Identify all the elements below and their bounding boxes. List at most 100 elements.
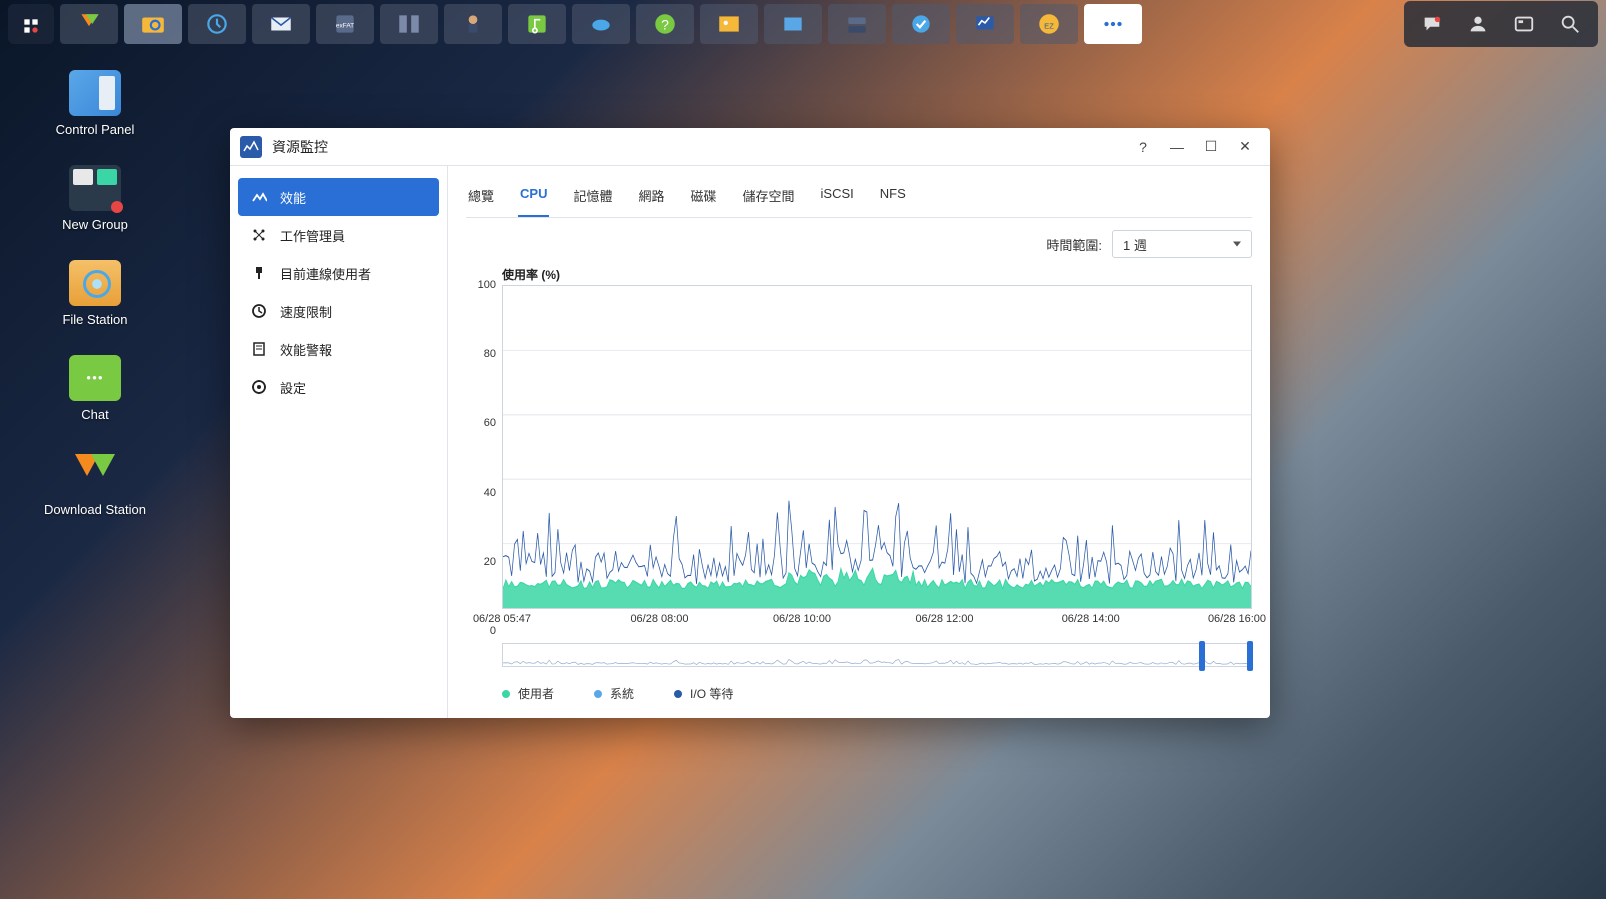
shield-icon: [908, 11, 934, 37]
taskbar-app-storage[interactable]: [828, 4, 886, 44]
chart-title: 使用率 (%): [502, 266, 1252, 283]
x-tick: 06/28 12:00: [915, 613, 973, 625]
tab-總覽[interactable]: 總覽: [466, 180, 496, 217]
y-tick: 60: [484, 417, 496, 429]
user-icon: [460, 11, 486, 37]
apps-icon: [18, 18, 44, 34]
sidebar: 效能工作管理員目前連線使用者速度限制效能警報設定: [230, 166, 448, 718]
main-panel: 總覽 CPU 記憶體網路磁碟儲存空間 iSCSI NFS 時間範圍: 1 週 使用率 (…: [448, 166, 1270, 718]
person-icon: [1467, 13, 1489, 35]
search-icon: [1559, 13, 1581, 35]
window-titlebar[interactable]: 資源監控 ? — ☐ ✕: [230, 128, 1270, 166]
chart-legend: 使用者 系統 I/O 等待: [502, 685, 1252, 702]
sidebar-item-label: 效能: [280, 188, 306, 207]
tab-CPU[interactable]: CPU: [518, 180, 549, 217]
y-tick: 40: [484, 487, 496, 499]
taskbar-app-user[interactable]: [444, 4, 502, 44]
timeframe-select[interactable]: 1 週: [1112, 230, 1252, 258]
tab-iSCSI[interactable]: iSCSI: [819, 180, 856, 217]
taskbar-app-monitor[interactable]: [956, 4, 1014, 44]
desktop-icon-label: Download Station: [20, 502, 170, 517]
tab-網路[interactable]: 網路: [636, 180, 666, 217]
taskbar-app-vm[interactable]: [380, 4, 438, 44]
ez-icon: EZ: [1036, 11, 1062, 37]
tab-磁碟[interactable]: 磁碟: [689, 180, 719, 217]
x-tick: 06/28 05:47: [473, 613, 531, 625]
taskbar-app-mail[interactable]: [252, 4, 310, 44]
sidebar-item-0[interactable]: 效能: [238, 178, 439, 216]
taskbar-more[interactable]: [1084, 4, 1142, 44]
sidebar-item-label: 設定: [280, 378, 306, 397]
sidebar-item-label: 速度限制: [280, 302, 332, 321]
taskbar-app-help[interactable]: ?: [636, 4, 694, 44]
close-button[interactable]: ✕: [1230, 132, 1260, 162]
taskbar-search[interactable]: [1548, 5, 1592, 43]
chat-icon: [69, 355, 121, 401]
taskbar-user[interactable]: [1456, 5, 1500, 43]
cloud-icon: [588, 11, 614, 37]
taskbar-right: [1404, 1, 1598, 47]
taskbar-app-exfat[interactable]: exFAT: [316, 4, 374, 44]
sidebar-item-label: 目前連線使用者: [280, 264, 371, 283]
desktop-icon-new-group[interactable]: New Group: [20, 165, 170, 232]
x-tick: 06/28 16:00: [1208, 613, 1266, 625]
taskbar-app-cloud[interactable]: [572, 4, 630, 44]
taskbar-app-filesearch[interactable]: [124, 4, 182, 44]
more-icon: [1100, 11, 1126, 37]
download-station-icon: [69, 450, 121, 496]
maximize-button[interactable]: ☐: [1196, 132, 1226, 162]
taskbar-main-menu[interactable]: [8, 4, 54, 44]
minimize-button[interactable]: —: [1162, 132, 1192, 162]
x-tick: 06/28 14:00: [1062, 613, 1120, 625]
taskbar-app-security[interactable]: [892, 4, 950, 44]
chart-overview[interactable]: [502, 643, 1252, 667]
x-tick: 06/28 10:00: [773, 613, 831, 625]
legend-label: 系統: [610, 685, 634, 702]
photo-icon: [716, 11, 742, 37]
sidebar-item-5[interactable]: 設定: [238, 368, 439, 406]
legend-label: I/O 等待: [690, 685, 733, 702]
tab-記憶體[interactable]: 記憶體: [571, 180, 614, 217]
vm-icon: [396, 11, 422, 37]
taskbar-widgets[interactable]: [1502, 5, 1546, 43]
sidebar-icon: [250, 188, 268, 206]
legend-item: 系統: [594, 685, 634, 702]
window-controls: ? — ☐ ✕: [1128, 132, 1260, 162]
tab-儲存空間[interactable]: 儲存空間: [741, 180, 797, 217]
chart-area: 使用率 (%) 020406080100 06/28 05:4706/28 08…: [466, 266, 1252, 708]
chat-bubble-icon: [1421, 13, 1443, 35]
taskbar-app-music[interactable]: [508, 4, 566, 44]
taskbar-app-backup[interactable]: [188, 4, 246, 44]
taskbar-chat[interactable]: [1410, 5, 1454, 43]
overview-handle-right[interactable]: [1247, 641, 1253, 671]
taskbar-app-download[interactable]: [60, 4, 118, 44]
sidebar-item-1[interactable]: 工作管理員: [238, 216, 439, 254]
monitor-icon: [972, 11, 998, 37]
taskbar-app-photo[interactable]: [700, 4, 758, 44]
legend-label: 使用者: [518, 685, 554, 702]
help-button[interactable]: ?: [1128, 132, 1158, 162]
sidebar-item-3[interactable]: 速度限制: [238, 292, 439, 330]
sidebar-icon: [250, 226, 268, 244]
tabs: 總覽 CPU 記憶體網路磁碟儲存空間 iSCSI NFS: [466, 180, 1252, 218]
desktop-icon-file-station[interactable]: File Station: [20, 260, 170, 327]
taskbar-app-ez[interactable]: EZ: [1020, 4, 1078, 44]
desktop-icon-control-panel[interactable]: Control Panel: [20, 70, 170, 137]
taskbar-app-sync[interactable]: [764, 4, 822, 44]
desktop-icon-download-station[interactable]: Download Station: [20, 450, 170, 517]
overview-handle-left[interactable]: [1199, 641, 1205, 671]
sidebar-item-4[interactable]: 效能警報: [238, 330, 439, 368]
resource-monitor-window: 資源監控 ? — ☐ ✕ 效能工作管理員目前連線使用者速度限制效能警報設定 總覽…: [230, 128, 1270, 718]
desktop-icon-label: New Group: [20, 217, 170, 232]
download-icon: [76, 11, 102, 37]
x-tick: 06/28 08:00: [630, 613, 688, 625]
legend-swatch: [594, 690, 602, 698]
sidebar-item-2[interactable]: 目前連線使用者: [238, 254, 439, 292]
tab-NFS[interactable]: NFS: [878, 180, 908, 217]
desktop-icon-chat[interactable]: Chat: [20, 355, 170, 422]
taskbar-left: exFAT ? EZ: [8, 4, 1142, 44]
control-panel-icon: [69, 70, 121, 116]
window-body: 效能工作管理員目前連線使用者速度限制效能警報設定 總覽 CPU 記憶體網路磁碟儲存空…: [230, 166, 1270, 718]
cpu-chart[interactable]: [502, 285, 1252, 609]
chart-toolbar: 時間範圍: 1 週: [466, 218, 1252, 266]
